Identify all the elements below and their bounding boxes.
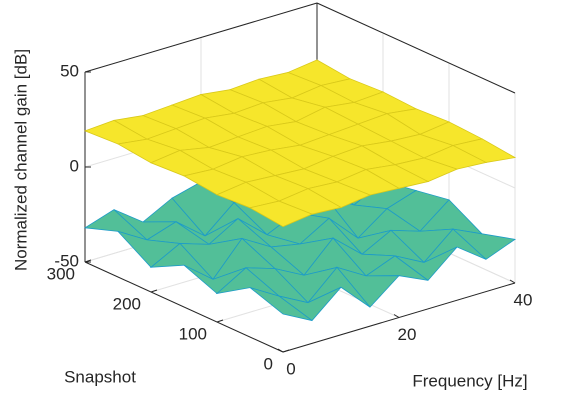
z-tick-label: 0 bbox=[70, 156, 79, 175]
tick-mark bbox=[282, 349, 290, 353]
x-axis-label: Frequency [Hz] bbox=[412, 371, 527, 390]
tick-mark bbox=[150, 289, 158, 293]
x-tick-label: 20 bbox=[398, 325, 417, 344]
tick-mark bbox=[216, 319, 224, 323]
y-axis-label: Snapshot bbox=[64, 367, 136, 386]
surface-patch bbox=[248, 200, 314, 228]
tick-mark bbox=[277, 348, 284, 353]
surface-patch bbox=[249, 287, 313, 321]
z-tick-label: 50 bbox=[60, 61, 79, 80]
tick-mark bbox=[84, 259, 92, 263]
y-tick-label: 0 bbox=[264, 354, 273, 373]
y-tick-label: 300 bbox=[47, 264, 75, 283]
x-tick-label: 40 bbox=[514, 290, 533, 309]
axis-line bbox=[84, 2, 318, 73]
y-tick-label: 100 bbox=[179, 324, 207, 343]
x-tick-label: 0 bbox=[286, 359, 295, 378]
tick-mark bbox=[393, 314, 400, 318]
z-axis-label: Normalized channel gain [dB] bbox=[11, 49, 30, 271]
axis-line bbox=[316, 2, 516, 94]
axis-line bbox=[84, 261, 284, 353]
y-tick-label: 200 bbox=[113, 294, 141, 313]
tick-mark bbox=[509, 279, 516, 284]
z-tick-label: -50 bbox=[54, 251, 79, 270]
